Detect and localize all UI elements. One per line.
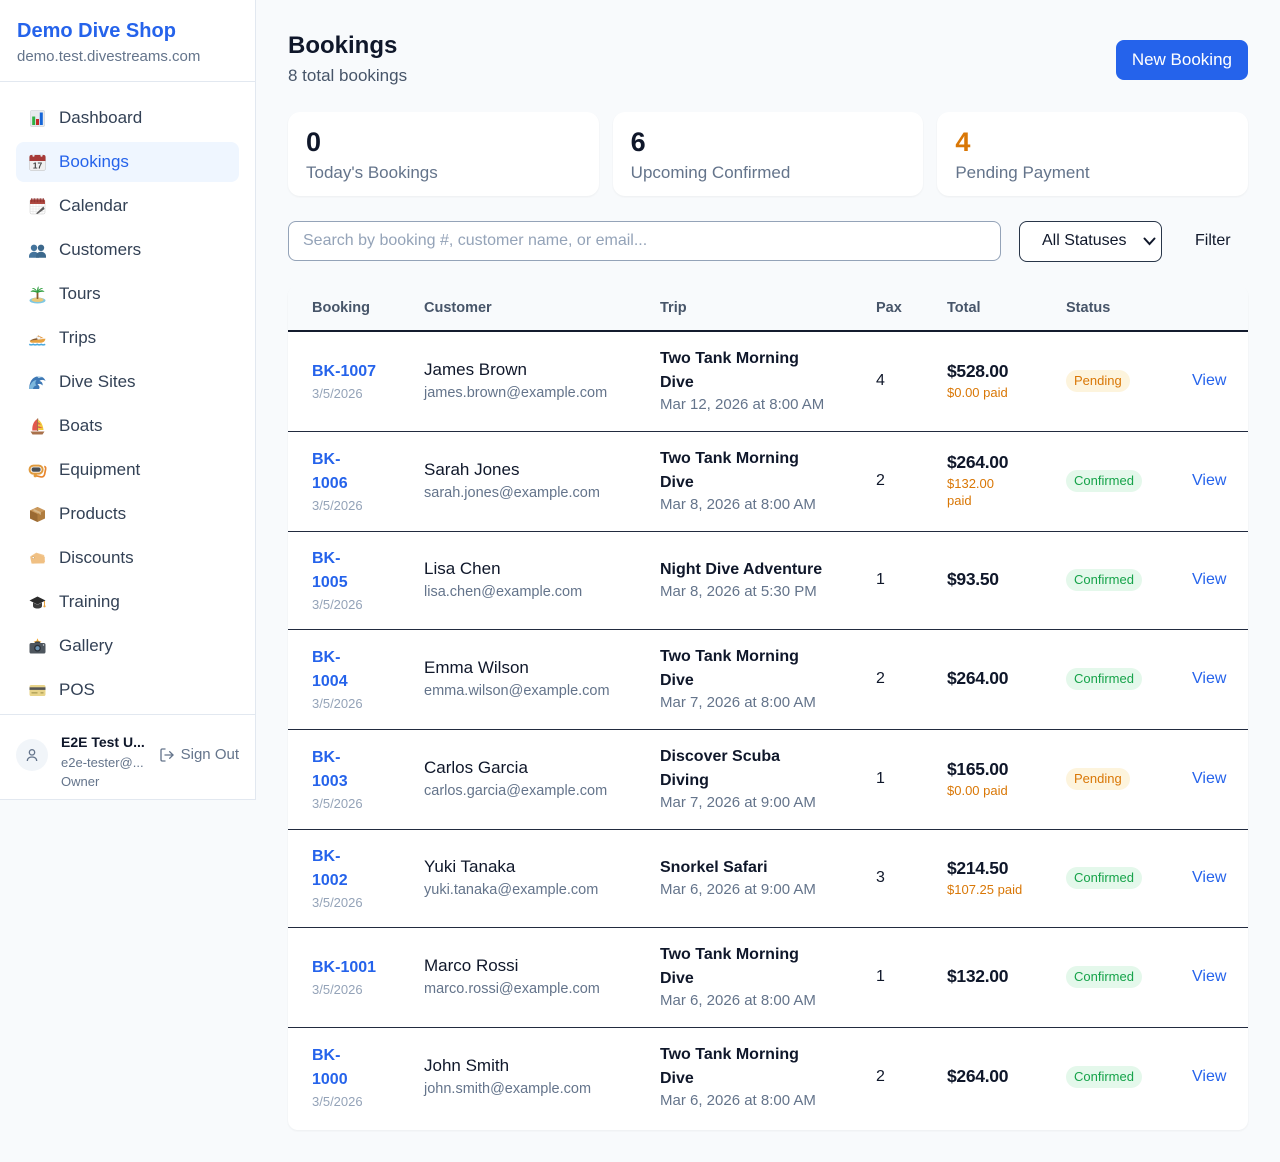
svg-text:17: 17	[33, 160, 43, 170]
